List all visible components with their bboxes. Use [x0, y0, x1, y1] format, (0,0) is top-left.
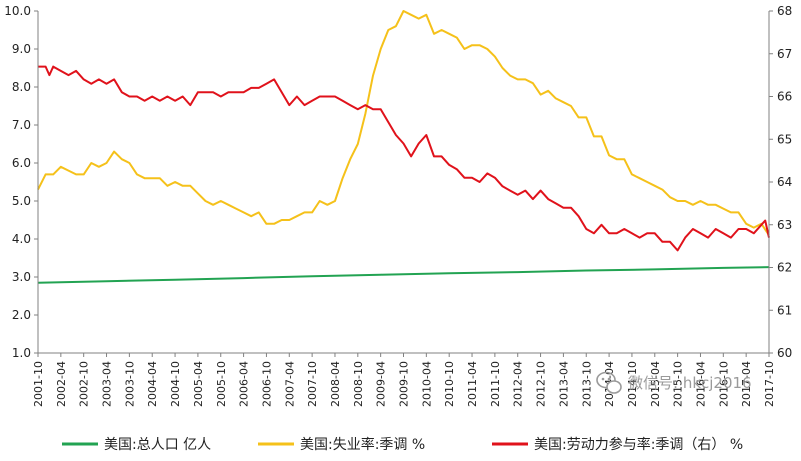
right-y-tick-label: 67	[777, 47, 792, 61]
x-tick-label: 2004-04	[146, 361, 159, 407]
left-y-tick-label: 4.0	[12, 232, 31, 246]
series-line-0	[37, 266, 770, 284]
series-line-2	[38, 65, 770, 252]
x-tick-label: 2008-04	[329, 361, 342, 407]
x-tick-label: 2012-10	[535, 361, 548, 407]
x-tick-label: 2015-10	[672, 361, 685, 407]
x-tick-label: 2007-10	[306, 361, 319, 407]
left-y-tick-label: 1.0	[12, 346, 31, 360]
legend-label-1: 美国:失业率:季调 %	[300, 436, 425, 453]
legend-label-0: 美国:总人口 亿人	[104, 437, 211, 453]
x-tick-label: 2017-04	[740, 361, 753, 407]
left-y-ticks: 1.0 2.0 3.0 4.0 5.0 6.0 7.0 8.0 9.0 10.0	[4, 4, 38, 360]
x-tick-label: 2006-10	[260, 361, 273, 407]
left-y-tick-label: 7.0	[12, 118, 31, 132]
x-tick-label: 2001-10	[32, 361, 45, 407]
left-y-tick-label: 6.0	[12, 156, 31, 170]
x-tick-label: 2014-10	[626, 361, 639, 407]
right-y-tick-label: 64	[777, 175, 792, 189]
series-layer	[37, 10, 770, 284]
legend-label-2: 美国:劳动力参与率:季调（右） %	[534, 436, 743, 453]
left-y-tick-label: 5.0	[12, 194, 31, 208]
legend: 美国:总人口 亿人 美国:失业率:季调 % 美国:劳动力参与率:季调（右） %	[62, 436, 743, 453]
right-y-ticks: 60 61 62 63 64 65 66 67 68	[769, 4, 792, 360]
x-tick-label: 2013-04	[557, 361, 570, 407]
x-tick-label: 2010-04	[420, 361, 433, 407]
x-tick-label: 2008-10	[352, 361, 365, 407]
left-y-tick-label: 9.0	[12, 42, 31, 56]
x-tick-label: 2015-04	[649, 361, 662, 407]
x-tick-label: 2010-10	[443, 361, 456, 407]
left-y-tick-label: 2.0	[12, 308, 31, 322]
left-y-tick-label: 10.0	[4, 4, 31, 18]
series-line-1	[37, 10, 770, 236]
x-tick-label: 2009-10	[398, 361, 411, 407]
right-y-tick-label: 61	[777, 303, 792, 317]
x-tick-label: 2004-10	[169, 361, 182, 407]
right-y-tick-label: 65	[777, 132, 792, 146]
watermark-text: 微信号: hkcj2016	[628, 374, 752, 392]
x-tick-label: 2005-10	[215, 361, 228, 407]
x-tick-label: 2005-04	[192, 361, 205, 407]
right-y-tick-label: 60	[777, 346, 792, 360]
wechat-icon	[596, 371, 622, 394]
x-tick-label: 2016-04	[694, 361, 707, 407]
right-y-tick-label: 62	[777, 261, 792, 275]
x-tick-label: 2009-04	[375, 361, 388, 407]
watermark: 微信号: hkcj2016	[596, 371, 752, 394]
right-y-tick-label: 68	[777, 4, 792, 18]
x-tick-label: 2011-04	[466, 361, 479, 407]
x-tick-label: 2013-10	[580, 361, 593, 407]
left-y-tick-label: 3.0	[12, 270, 31, 284]
x-tick-label: 2003-10	[123, 361, 136, 407]
x-tick-label: 2012-04	[512, 361, 525, 407]
right-y-tick-label: 63	[777, 218, 792, 232]
x-tick-label: 2002-10	[78, 361, 91, 407]
right-y-tick-label: 66	[777, 90, 792, 104]
x-tick-label: 2002-04	[55, 361, 68, 407]
x-tick-label: 2007-04	[283, 361, 296, 407]
x-tick-label: 2006-04	[238, 361, 251, 407]
x-tick-label: 2011-10	[489, 361, 502, 407]
plot-area: 1.0 2.0 3.0 4.0 5.0 6.0 7.0 8.0 9.0 10.0 60 61 62 63…	[4, 4, 792, 407]
x-ticks: 2001-10 2002-04 2002-10 2003-04 2003-10 2004-…	[32, 353, 776, 407]
left-y-tick-label: 8.0	[12, 80, 31, 94]
x-tick-label: 2017-10	[763, 361, 776, 407]
x-tick-label: 2016-10	[717, 361, 730, 407]
x-tick-label: 2003-04	[101, 361, 114, 407]
